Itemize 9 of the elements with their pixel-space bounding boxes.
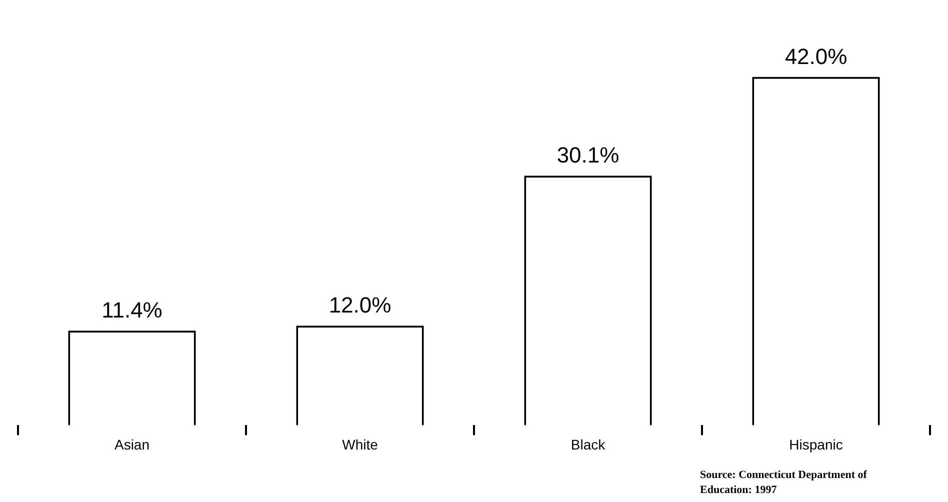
x-tick-label: Asian — [114, 436, 150, 452]
source-note: Source: Connecticut Department of Education: 1997 — [700, 468, 868, 498]
x-tick-label: White — [342, 436, 378, 452]
data-label: 42.0% — [784, 44, 848, 69]
x-tick-label: Hispanic — [789, 436, 843, 452]
data-label: 30.1% — [556, 142, 620, 168]
data-label: 12.0% — [328, 292, 392, 318]
x-tick-label: Black — [570, 436, 606, 452]
data-label: 11.4% — [102, 298, 162, 323]
